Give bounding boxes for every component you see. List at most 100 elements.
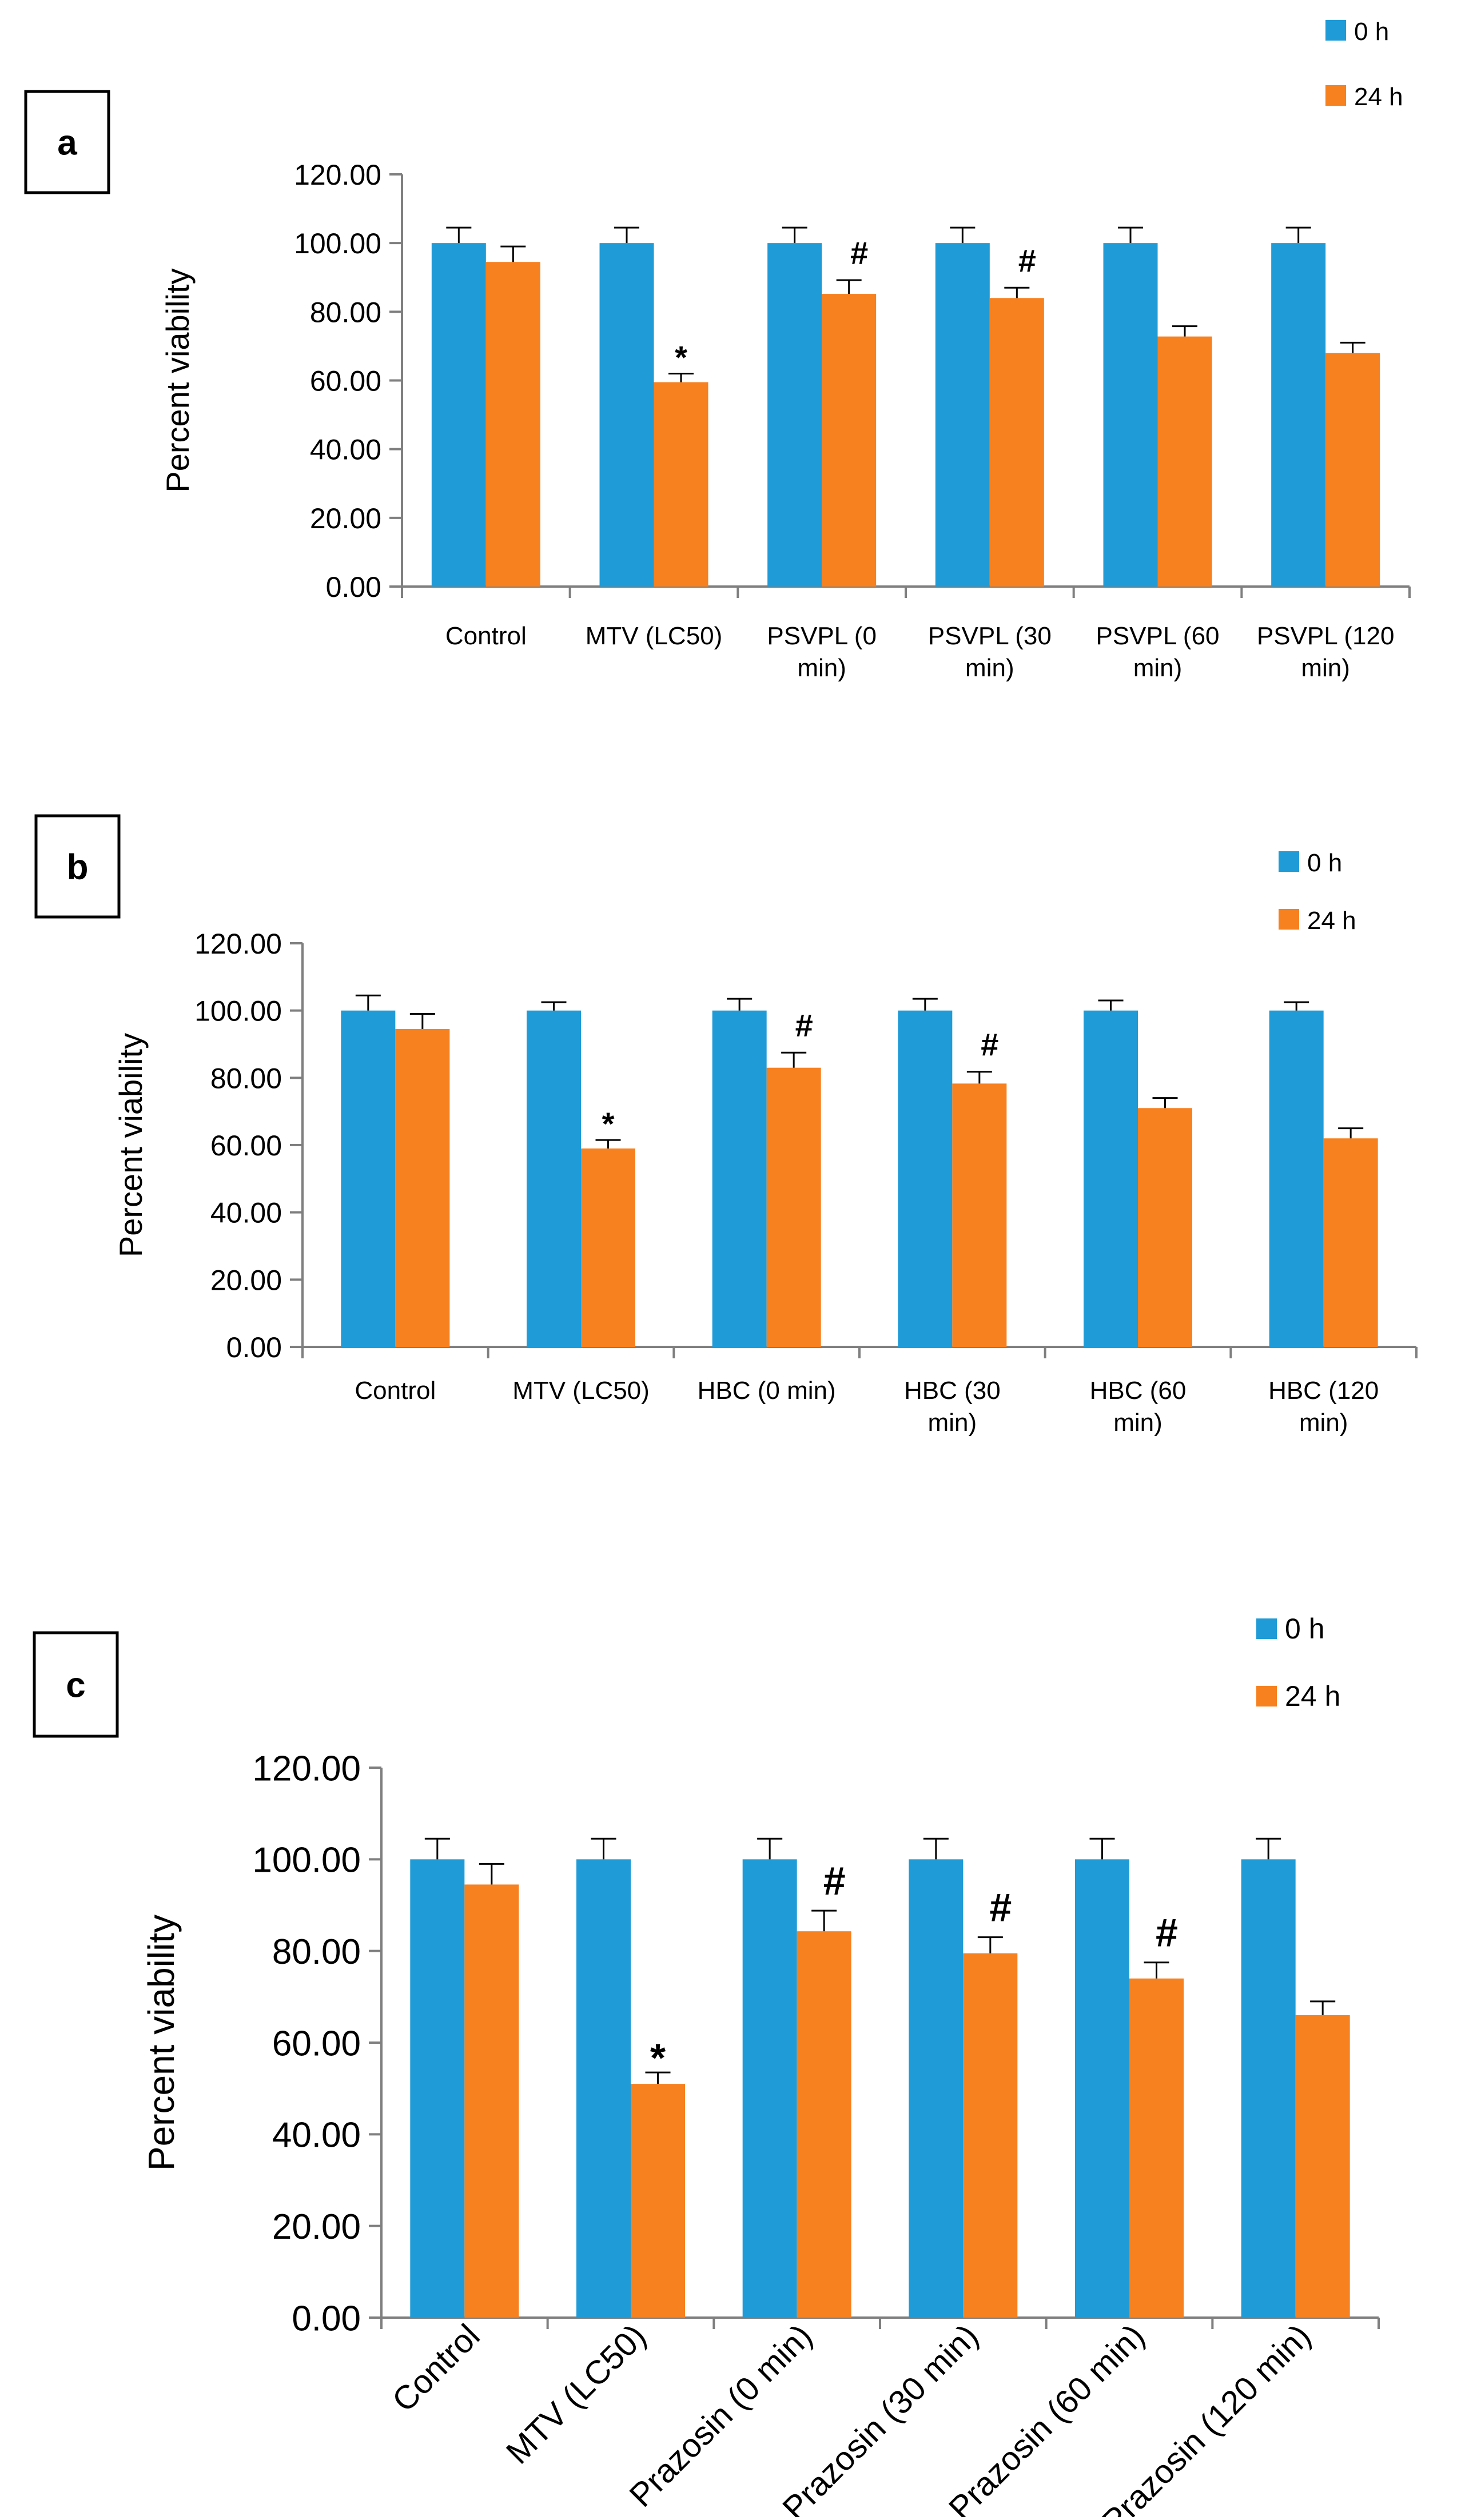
- bar-0h: [909, 1859, 964, 2318]
- y-tick-label: 100.00: [294, 228, 381, 260]
- legend-swatch-0h: [1279, 851, 1299, 872]
- category-label: PSVPL (0 min): [767, 622, 877, 682]
- category-label-line: min): [1301, 654, 1350, 682]
- category-label-line: PSVPL (30: [928, 622, 1052, 650]
- y-tick-label: 120.00: [294, 159, 381, 191]
- legend-label: 24 h: [1354, 83, 1403, 111]
- category-label: Control: [385, 2317, 487, 2419]
- y-tick-label: 60.00: [310, 365, 381, 397]
- panel-label-box: [33, 1631, 119, 1738]
- legend-label: 0 h: [1285, 1613, 1325, 1645]
- legend-label: 24 h: [1307, 907, 1356, 935]
- bar-0h: [1103, 243, 1158, 587]
- y-tick-label: 120.00: [194, 928, 282, 960]
- significance-hash: #: [989, 1885, 1012, 1930]
- bar-group: [599, 226, 708, 587]
- bar-0h: [898, 1010, 953, 1347]
- category-label: MTV (LC50): [499, 2317, 653, 2471]
- bar-group: [909, 1837, 1018, 2318]
- bar-0h: [431, 243, 486, 587]
- category-label-line: HBC (60: [1090, 1377, 1187, 1405]
- bar-0h: [935, 243, 990, 587]
- category-label-line: Control: [445, 622, 527, 650]
- legend: 0 h 24 h: [1256, 1613, 1340, 1712]
- category-label-line: min): [1113, 1409, 1163, 1437]
- bar-24h: [485, 262, 540, 587]
- category-label: MTV (LC50): [586, 622, 723, 650]
- y-tick-label: 100.00: [194, 995, 282, 1027]
- significance-hash: #: [981, 1027, 998, 1063]
- bar-group: [1084, 999, 1192, 1347]
- bar-0h: [712, 1010, 767, 1347]
- legend-label: 24 h: [1285, 1680, 1340, 1712]
- bar-24h: [1138, 1108, 1192, 1347]
- bar-group: [410, 1837, 519, 2318]
- y-tick-label: 80.00: [210, 1062, 282, 1094]
- bar-group: [767, 226, 877, 587]
- category-label: HBC (120 min): [1268, 1377, 1379, 1437]
- x-axis: [301, 1346, 1418, 1358]
- significance-hash: #: [823, 1859, 846, 1903]
- bar-0h: [599, 243, 654, 587]
- bar-0h: [576, 1859, 631, 2318]
- x-axis: [401, 585, 1411, 598]
- legend-swatch-24h: [1256, 1686, 1277, 1706]
- y-tick-label: 0.00: [326, 571, 381, 603]
- bar-group: [935, 226, 1044, 587]
- bar-group: [1269, 1001, 1378, 1347]
- significance-hash: #: [795, 1007, 813, 1043]
- y-tick-label: 80.00: [310, 296, 381, 328]
- category-label-line: MTV (LC50): [586, 622, 723, 650]
- category-label-line: HBC (30: [904, 1377, 1001, 1405]
- y-tick-label: 100.00: [252, 1841, 361, 1880]
- category-label: PSVPL (30 min): [928, 622, 1052, 682]
- category-label: Prazosin (0 min): [622, 2317, 819, 2514]
- bar-24h: [654, 382, 708, 587]
- y-tick-label: 60.00: [210, 1130, 282, 1162]
- category-label: PSVPL (120 min): [1257, 622, 1395, 682]
- bar-0h: [1075, 1859, 1129, 2318]
- panel-c: c 0 h 24 h 0.00 20.00 40.00 60.00 80.00 100.00 12…: [33, 1613, 1380, 2520]
- y-axis: 0.00 20.00 40.00 60.00 80.00 100.00 120.00 Perc…: [113, 928, 304, 1363]
- bar-0h: [1269, 1010, 1324, 1347]
- bar-24h: [464, 1884, 519, 2318]
- category-label-line: HBC (120: [1268, 1377, 1379, 1405]
- bar-24h: [581, 1148, 635, 1347]
- category-label: Control: [355, 1377, 436, 1405]
- panel-label: b: [67, 848, 89, 887]
- bar-24h: [631, 2084, 685, 2318]
- legend-swatch-24h: [1325, 85, 1346, 106]
- bar-group: [431, 226, 540, 587]
- y-tick-label: 20.00: [210, 1264, 282, 1296]
- significance-hash: #: [1018, 242, 1036, 278]
- category-label: MTV (LC50): [512, 1377, 650, 1405]
- bar-24h: [1295, 2015, 1350, 2318]
- bar-24h: [952, 1083, 1007, 1347]
- bar-24h: [989, 298, 1044, 587]
- bar-0h: [527, 1010, 581, 1347]
- category-label-line: min): [928, 1409, 977, 1437]
- bar-group: [341, 994, 450, 1347]
- bar-0h: [410, 1859, 465, 2318]
- bar-24h: [1129, 1978, 1184, 2318]
- category-label-line: PSVPL (0: [767, 622, 877, 650]
- y-tick-label: 40.00: [310, 434, 381, 466]
- y-tick-label: 0.00: [292, 2299, 361, 2338]
- category-label-line: PSVPL (120: [1257, 622, 1395, 650]
- bar-24h: [395, 1029, 450, 1347]
- panel-b: b 0 h 24 h 0.00 20.00 40.00 60.00 80.00 100.00 12…: [34, 814, 1418, 1437]
- legend-label: 0 h: [1354, 18, 1389, 46]
- y-axis-title: Percent viability: [141, 1915, 182, 2171]
- x-axis: [380, 2316, 1380, 2329]
- y-tick-label: 0.00: [226, 1331, 282, 1363]
- category-label-line: PSVPL (60: [1096, 622, 1219, 650]
- category-label-line: HBC (0 min): [698, 1377, 836, 1405]
- y-tick-label: 40.00: [272, 2116, 361, 2155]
- bar-24h: [963, 1953, 1018, 2318]
- panel-label-box: [34, 814, 121, 919]
- bar-24h: [766, 1067, 821, 1347]
- y-tick-label: 120.00: [252, 1749, 361, 1788]
- bar-group: [527, 1001, 635, 1347]
